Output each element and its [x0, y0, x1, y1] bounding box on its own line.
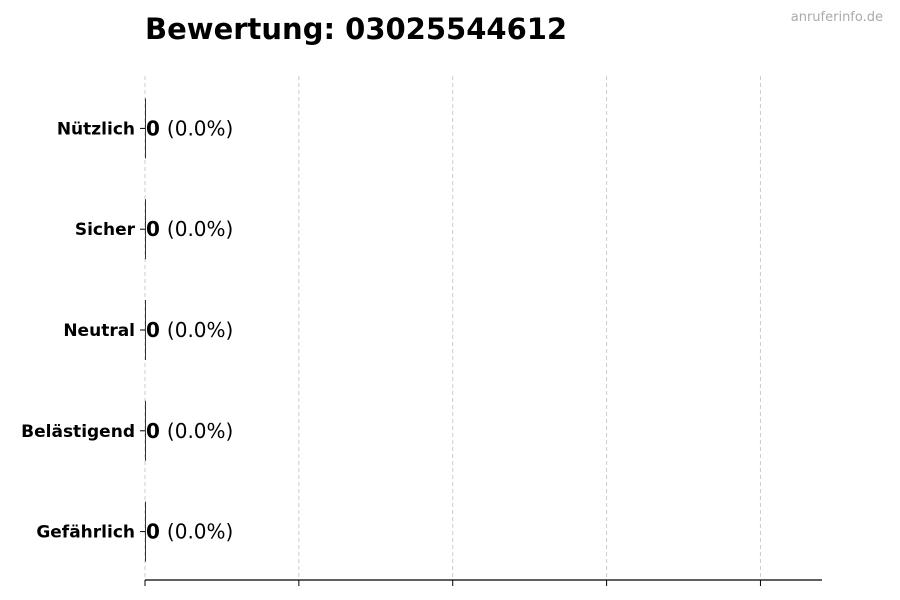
- value-count: 0: [146, 217, 160, 241]
- value-label: 0 (0.0%): [146, 318, 233, 342]
- value-count: 0: [146, 318, 160, 342]
- bar: [145, 199, 146, 260]
- bar: [145, 98, 146, 159]
- watermark: anruferinfo.de: [790, 10, 883, 25]
- chart-title: Bewertung: 03025544612: [145, 12, 568, 46]
- value-percent: (0.0%): [167, 318, 233, 342]
- bar: [145, 300, 146, 360]
- value-count: 0: [146, 116, 160, 140]
- value-percent: (0.0%): [167, 116, 233, 140]
- value-percent: (0.0%): [167, 419, 233, 443]
- bar: [145, 400, 146, 461]
- category-label: Gefährlich: [36, 523, 135, 543]
- value-count: 0: [146, 419, 160, 443]
- category-label: Neutral: [63, 321, 135, 341]
- category-label: Sicher: [75, 220, 136, 240]
- value-percent: (0.0%): [167, 217, 233, 241]
- value-percent: (0.0%): [167, 520, 233, 544]
- category-label: Belästigend: [21, 422, 135, 442]
- category-label: Nützlich: [57, 119, 135, 139]
- value-label: 0 (0.0%): [146, 520, 233, 544]
- value-label: 0 (0.0%): [146, 419, 233, 443]
- bar: [145, 501, 146, 562]
- value-label: 0 (0.0%): [146, 116, 233, 140]
- value-label: 0 (0.0%): [146, 217, 233, 241]
- value-count: 0: [146, 520, 160, 544]
